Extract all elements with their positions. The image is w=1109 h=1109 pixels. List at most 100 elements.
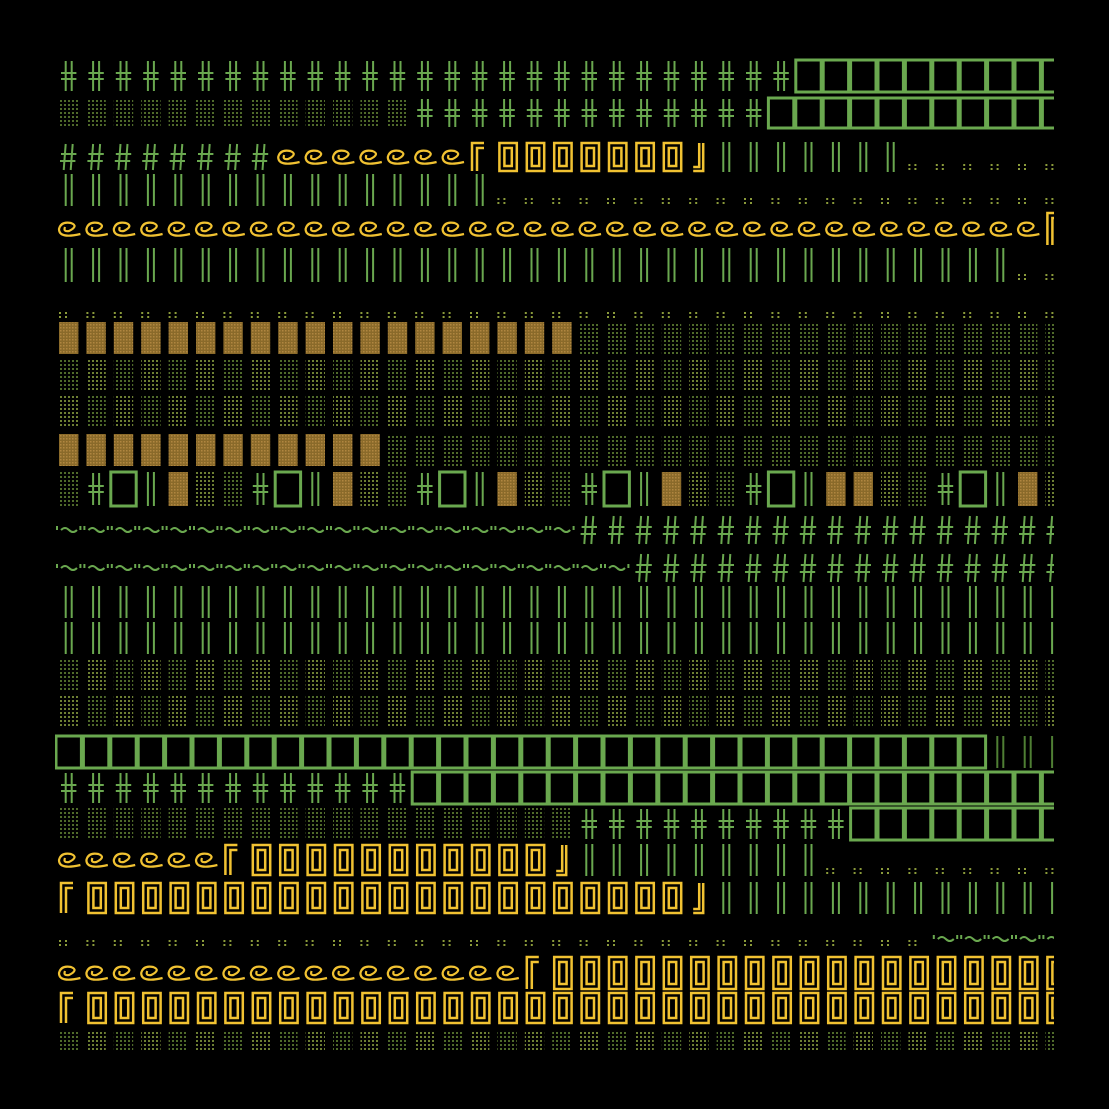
square-outline-icon [81, 734, 111, 770]
bar-icon [366, 586, 375, 618]
bar-icon [475, 174, 484, 206]
ochre-block-icon [1018, 472, 1038, 506]
tilde-icon [220, 564, 246, 571]
bar-icon [174, 586, 183, 618]
hash-icon [882, 553, 899, 583]
bar-icon [420, 586, 429, 618]
hatch-box-icon [497, 696, 517, 728]
hatch-box-icon [223, 696, 243, 728]
yellow-frame-icon [717, 991, 738, 1025]
hatch-box-icon [360, 696, 380, 728]
hatch-box-icon [1018, 696, 1038, 728]
bar-icon [1023, 622, 1032, 654]
curl-icon [359, 221, 383, 237]
bar-icon [146, 622, 155, 654]
bar-icon [914, 622, 923, 654]
dots-icon [963, 198, 972, 204]
plus-box-icon [444, 99, 460, 127]
hatch-box-icon [223, 98, 243, 128]
yellow-frame-icon [525, 881, 546, 915]
yellow-frame-icon [963, 955, 984, 991]
curl-icon [852, 221, 876, 237]
plus-box-icon [61, 61, 77, 91]
ochre-block-icon [86, 322, 106, 354]
dots-icon [59, 312, 67, 318]
yellow-frame-icon [388, 881, 409, 915]
hatch-box-icon [59, 808, 79, 840]
plus-box-icon [307, 773, 323, 803]
curl-icon [934, 221, 958, 237]
dots-icon [415, 940, 424, 946]
hatch-box-icon [990, 696, 1010, 728]
square-outline-icon [712, 734, 741, 770]
square-outline-icon [1040, 58, 1054, 94]
hatch-box-icon [853, 658, 873, 690]
hatch-box-icon [1045, 658, 1054, 690]
dots-icon [497, 312, 506, 318]
dots-icon [86, 312, 95, 318]
tilde-icon [1042, 935, 1054, 940]
square-outline-icon [876, 806, 905, 842]
bar-icon [694, 622, 703, 654]
bar-icon [585, 586, 594, 618]
bar-icon [448, 174, 457, 206]
hash-icon [717, 515, 734, 545]
tilde-icon [56, 526, 82, 533]
plus-box-icon [444, 61, 460, 91]
dots-icon [141, 312, 150, 318]
bar-icon [667, 586, 676, 618]
hatch-box-icon [579, 1030, 599, 1052]
hatch-box-icon [798, 434, 819, 466]
yellow-frame-icon [580, 881, 601, 915]
hatch-box-icon [141, 658, 161, 690]
yellow-frame-icon [826, 991, 847, 1025]
square-outline-icon [821, 770, 851, 806]
dots-icon [1018, 164, 1026, 170]
hatch-box-icon [552, 472, 572, 506]
plus-box-icon [609, 809, 625, 839]
yellow-frame-icon [361, 991, 382, 1025]
hatch-box-icon [250, 98, 271, 128]
hatch-box-icon [579, 396, 599, 428]
plus-box-icon [609, 61, 625, 91]
hatch-box-icon [826, 396, 846, 428]
yellow-frame-icon [772, 955, 793, 991]
bar-icon [640, 622, 649, 654]
yellow-frame-icon [717, 955, 738, 991]
dots-icon [305, 940, 314, 946]
hatch-box-icon [826, 434, 846, 466]
dots-icon [689, 198, 698, 204]
bar-icon [92, 174, 101, 206]
hatch-box-icon [552, 396, 572, 428]
bar-icon [256, 622, 265, 654]
plus-box-icon [746, 99, 762, 127]
hatch-box-icon [442, 808, 462, 840]
dots-icon [59, 940, 67, 946]
bar-icon [996, 736, 1005, 768]
hatch-box-icon [497, 434, 517, 466]
hatch-box-icon [333, 396, 353, 428]
square-outline-icon [657, 770, 686, 806]
bar-icon [749, 844, 758, 876]
hatch-box-icon [223, 808, 243, 840]
tilde-icon [83, 526, 109, 533]
hatch-box-icon [524, 658, 545, 690]
bar-icon [1051, 736, 1054, 768]
hatch-box-icon [196, 396, 216, 428]
bar-icon [640, 248, 649, 282]
square-outline-icon [849, 770, 878, 806]
hatch-box-icon [278, 98, 298, 128]
square-outline-icon [739, 770, 768, 806]
curl-icon [112, 965, 136, 981]
hash-icon [827, 515, 844, 545]
square-outline-icon [794, 96, 823, 130]
hatch-box-icon [470, 658, 490, 690]
bar-icon [612, 844, 621, 876]
hatch-box-icon [935, 434, 956, 466]
hatch-box-icon [223, 1030, 243, 1052]
hatch-box-icon [771, 658, 791, 690]
plus-box-icon [636, 809, 652, 839]
bar-icon [749, 248, 758, 282]
square-outline-icon [931, 806, 960, 842]
